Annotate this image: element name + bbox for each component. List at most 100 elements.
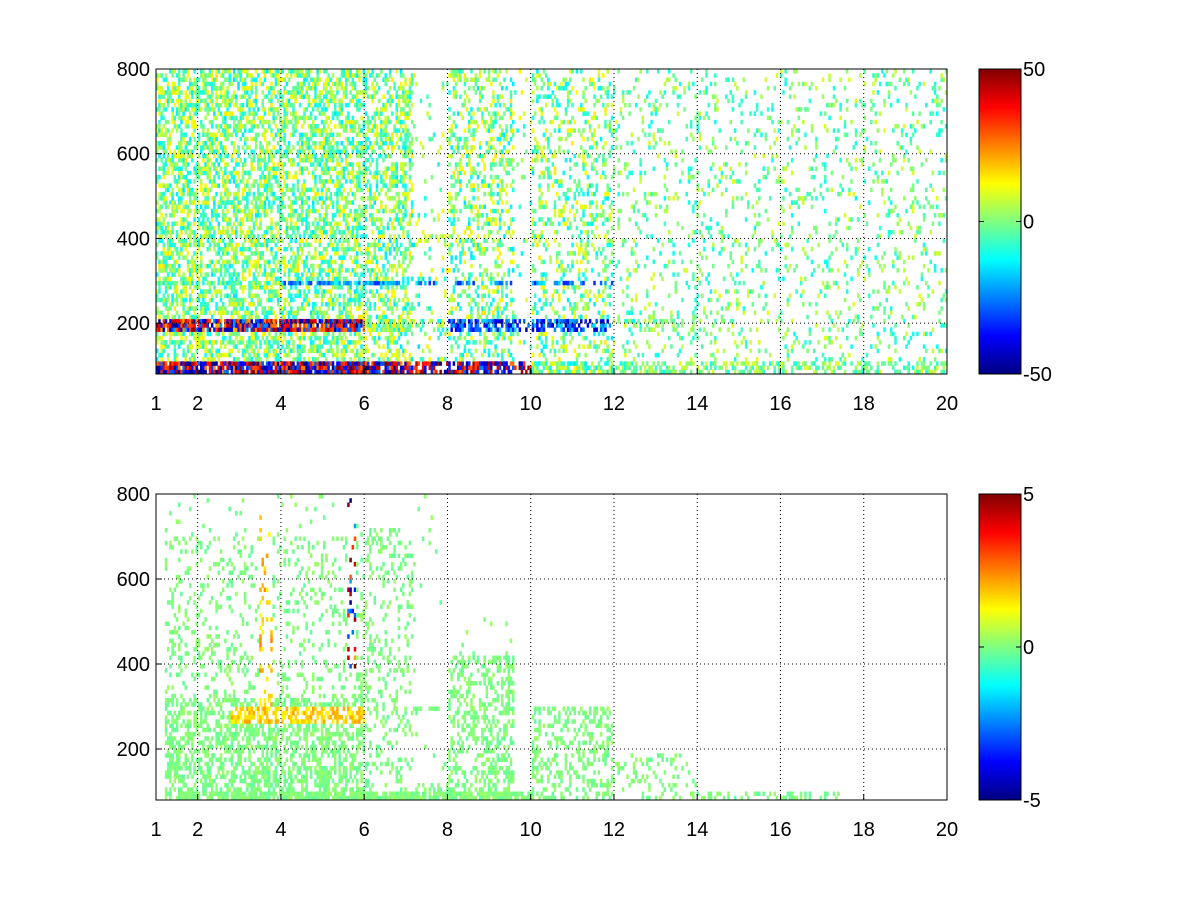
heatmap-cell [243,268,247,273]
heatmap-cell [193,318,196,324]
heatmap-cell [166,238,170,243]
heatmap-cell [307,196,311,201]
heatmap-cell [386,242,390,248]
heatmap-cell [314,145,317,150]
heatmap-cell [448,141,451,146]
heatmap-cell [257,255,260,260]
heatmap-cell [366,357,370,362]
heatmap-cell [156,255,159,260]
heatmap-cell [259,196,262,201]
heatmap-cell [338,323,341,328]
heatmap-cell [208,289,212,294]
heatmap-cell [342,170,346,176]
heatmap-cell [173,221,177,227]
heatmap-cell [195,348,199,354]
heatmap-cell [408,81,412,87]
heatmap-cell [173,369,177,375]
heatmap-cell [254,90,258,95]
heatmap-cell [182,297,185,303]
heatmap-cell [182,310,185,315]
heatmap-cell [305,69,308,74]
heatmap-cell [243,352,247,358]
heatmap-cell [235,365,238,371]
heatmap-cell [342,255,346,260]
heatmap-cell [290,310,293,315]
heatmap-cell [320,179,324,184]
heatmap-cell [243,259,247,265]
heatmap-cell [318,94,322,99]
heatmap-cell [191,323,194,328]
heatmap-cell [358,128,361,133]
heatmap-cell [169,191,172,197]
heatmap-cell [279,365,282,371]
heatmap-cell [364,183,368,188]
heatmap-cell [213,272,216,277]
heatmap-cell [259,221,262,227]
heatmap-cell [241,340,245,345]
heatmap-cell [204,293,207,299]
heatmap-cell [217,107,221,112]
heatmap-cell [322,85,326,91]
heatmap-cell [226,98,229,104]
heatmap-cell [384,255,388,260]
heatmap-cell [175,204,179,210]
heatmap-cell [371,229,374,235]
heatmap-cell [301,217,304,222]
heatmap-cell [239,107,242,112]
heatmap-cell [193,145,196,150]
heatmap-cell [166,280,170,286]
heatmap-cell [329,361,333,366]
heatmap-cell [204,318,207,324]
heatmap-cell [283,132,286,138]
heatmap-cell [437,323,440,328]
heatmap-cell [338,335,341,341]
heatmap-cell [290,221,293,227]
heatmap-cell [250,90,253,95]
heatmap-cell [290,225,293,231]
heatmap-cell [191,365,194,371]
heatmap-cell [263,153,267,159]
heatmap-cell [358,166,361,171]
heatmap-cell [452,208,456,214]
heatmap-cell [195,251,199,256]
heatmap-cell [287,187,291,193]
heatmap-cell [261,255,264,260]
heatmap-cell [388,69,392,74]
heatmap-cell [322,314,326,320]
heatmap-cell [173,149,177,155]
heatmap-cell [162,196,166,201]
heatmap-cell [224,268,227,273]
heatmap-cell [195,141,199,146]
heatmap-cell [424,280,427,286]
heatmap-cell [193,234,196,239]
heatmap-cell [228,98,232,104]
heatmap-cell [186,318,190,324]
heatmap-cell [312,276,315,282]
heatmap-cell [287,314,291,320]
heatmap-cell [347,191,350,197]
heatmap-cell [448,310,451,315]
heatmap-cell [329,191,333,197]
heatmap-cell [250,340,253,345]
heatmap-cell [228,200,232,205]
heatmap-cell [307,335,311,341]
heatmap-cell [221,94,225,99]
heatmap-cell [175,111,179,116]
heatmap-cell [344,90,348,95]
heatmap-cell [342,348,346,354]
heatmap-cell [177,293,181,299]
heatmap-cell [279,285,282,290]
heatmap-cell [342,90,346,95]
heatmap-cell [202,361,205,366]
heatmap-cell [230,314,234,320]
heatmap-cell [232,124,236,129]
heatmap-cell [384,166,388,171]
heatmap-cell [180,301,183,307]
heatmap-cell [294,124,297,129]
heatmap-cell [320,361,324,366]
heatmap-cell [213,208,216,214]
heatmap-cell [283,255,286,260]
heatmap-cell [221,174,225,180]
heatmap-cell [347,289,350,294]
heatmap-cell [443,369,447,375]
